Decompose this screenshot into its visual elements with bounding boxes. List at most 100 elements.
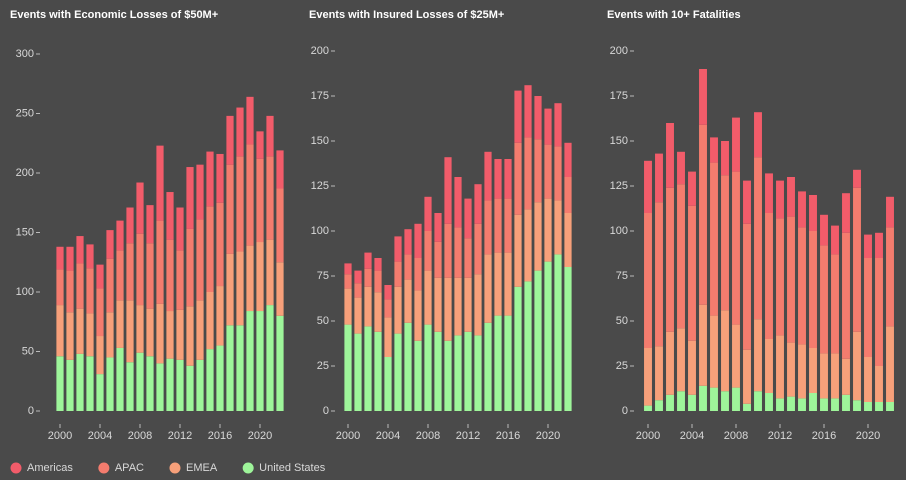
- y-tick-label: 100: [16, 286, 34, 298]
- x-tick-label: 2016: [208, 430, 232, 442]
- bar-segment: [721, 391, 729, 411]
- bar-segment: [524, 137, 532, 210]
- y-tick-label: 175: [311, 90, 329, 102]
- x-tick-label: 2004: [88, 430, 112, 442]
- bar-segment: [86, 268, 94, 314]
- bar-segment: [276, 150, 284, 189]
- bar-segment: [266, 115, 274, 157]
- bar-segment: [820, 398, 828, 411]
- bar-segment: [688, 394, 696, 411]
- bar-segment: [655, 400, 663, 411]
- bar-segment: [554, 254, 562, 411]
- bar-segment: [126, 207, 134, 244]
- bar-segment: [156, 145, 164, 221]
- bar-segment: [66, 359, 74, 411]
- bar-segment: [721, 310, 729, 392]
- bar-segment: [216, 202, 224, 287]
- bar-segment: [186, 306, 194, 366]
- x-tick-label: 2004: [680, 430, 704, 442]
- x-tick-label: 2012: [168, 430, 192, 442]
- bar-segment: [544, 144, 552, 199]
- bar-segment: [404, 279, 412, 323]
- bar-segment: [534, 139, 542, 203]
- bar-segment: [454, 227, 462, 278]
- bar-segment: [842, 193, 850, 233]
- bar-segment: [484, 151, 492, 201]
- bar-segment: [266, 305, 274, 411]
- bar-segment: [474, 274, 482, 336]
- bar-segment: [196, 219, 204, 301]
- x-tick-label: 2020: [856, 430, 880, 442]
- y-tick-label: 0: [323, 405, 329, 417]
- bar-segment: [474, 184, 482, 224]
- bar-segment: [96, 264, 104, 289]
- x-tick-label: 2004: [376, 430, 400, 442]
- bar-segment: [374, 258, 382, 271]
- bar-segment: [156, 303, 164, 364]
- bar-segment: [554, 103, 562, 147]
- y-tick-label: 100: [311, 225, 329, 237]
- x-tick-label: 2016: [812, 430, 836, 442]
- bar-segment: [853, 187, 861, 332]
- bar-segment: [699, 69, 707, 125]
- bar-segment: [842, 232, 850, 359]
- bar-segment: [710, 162, 718, 316]
- legend-swatch: [98, 462, 110, 474]
- bar-segment: [444, 277, 452, 341]
- bar-segment: [116, 347, 124, 411]
- bar-segment: [504, 315, 512, 411]
- bar-segment: [688, 171, 696, 206]
- bar-segment: [106, 230, 114, 259]
- bar-segment: [434, 331, 442, 411]
- bar-segment: [864, 357, 872, 402]
- bar-segment: [146, 356, 154, 411]
- bar-segment: [186, 365, 194, 411]
- bar-segment: [765, 173, 773, 213]
- y-tick-label: 200: [16, 167, 34, 179]
- y-tick-label: 25: [616, 360, 628, 372]
- bar-segment: [106, 357, 114, 411]
- bar-segment: [76, 308, 84, 354]
- bar-segment: [454, 277, 462, 336]
- bar-segment: [655, 346, 663, 401]
- bar-segment: [875, 232, 883, 258]
- bar-segment: [514, 142, 522, 215]
- bar-segment: [710, 315, 718, 388]
- bar-segment: [504, 252, 512, 316]
- bar-segment: [96, 374, 104, 411]
- bar-segment: [146, 243, 154, 309]
- bar-segment: [688, 205, 696, 341]
- bar-segment: [96, 288, 104, 337]
- bar-segment: [655, 153, 663, 203]
- bar-segment: [886, 196, 894, 228]
- y-tick-label: 250: [16, 107, 34, 119]
- bar-segment: [216, 286, 224, 346]
- x-tick-label: 2012: [768, 430, 792, 442]
- bar-segment: [414, 223, 422, 258]
- bar-segment: [246, 96, 254, 145]
- bar-segment: [86, 244, 94, 269]
- bar-segment: [677, 151, 685, 185]
- bar-segment: [394, 286, 402, 334]
- bar-segment: [820, 245, 828, 354]
- bar-segment: [256, 311, 264, 411]
- bar-segment: [374, 331, 382, 411]
- bar-segment: [404, 322, 412, 411]
- bar-segment: [754, 112, 762, 158]
- bar-segment: [276, 188, 284, 263]
- bar-segment: [875, 366, 883, 402]
- bar-segment: [798, 344, 806, 399]
- bar-segment: [787, 216, 795, 343]
- bar-segment: [820, 214, 828, 246]
- bar-segment: [721, 175, 729, 311]
- bar-segment: [374, 292, 382, 332]
- bar-segment: [434, 213, 442, 242]
- y-tick-label: 75: [616, 270, 628, 282]
- bar-segment: [644, 160, 652, 213]
- bar-segment: [56, 356, 64, 411]
- legend-swatch: [242, 462, 254, 474]
- bar-segment: [116, 300, 124, 348]
- bar-segment: [186, 167, 194, 229]
- bar-segment: [76, 263, 84, 309]
- bar-segment: [743, 180, 751, 224]
